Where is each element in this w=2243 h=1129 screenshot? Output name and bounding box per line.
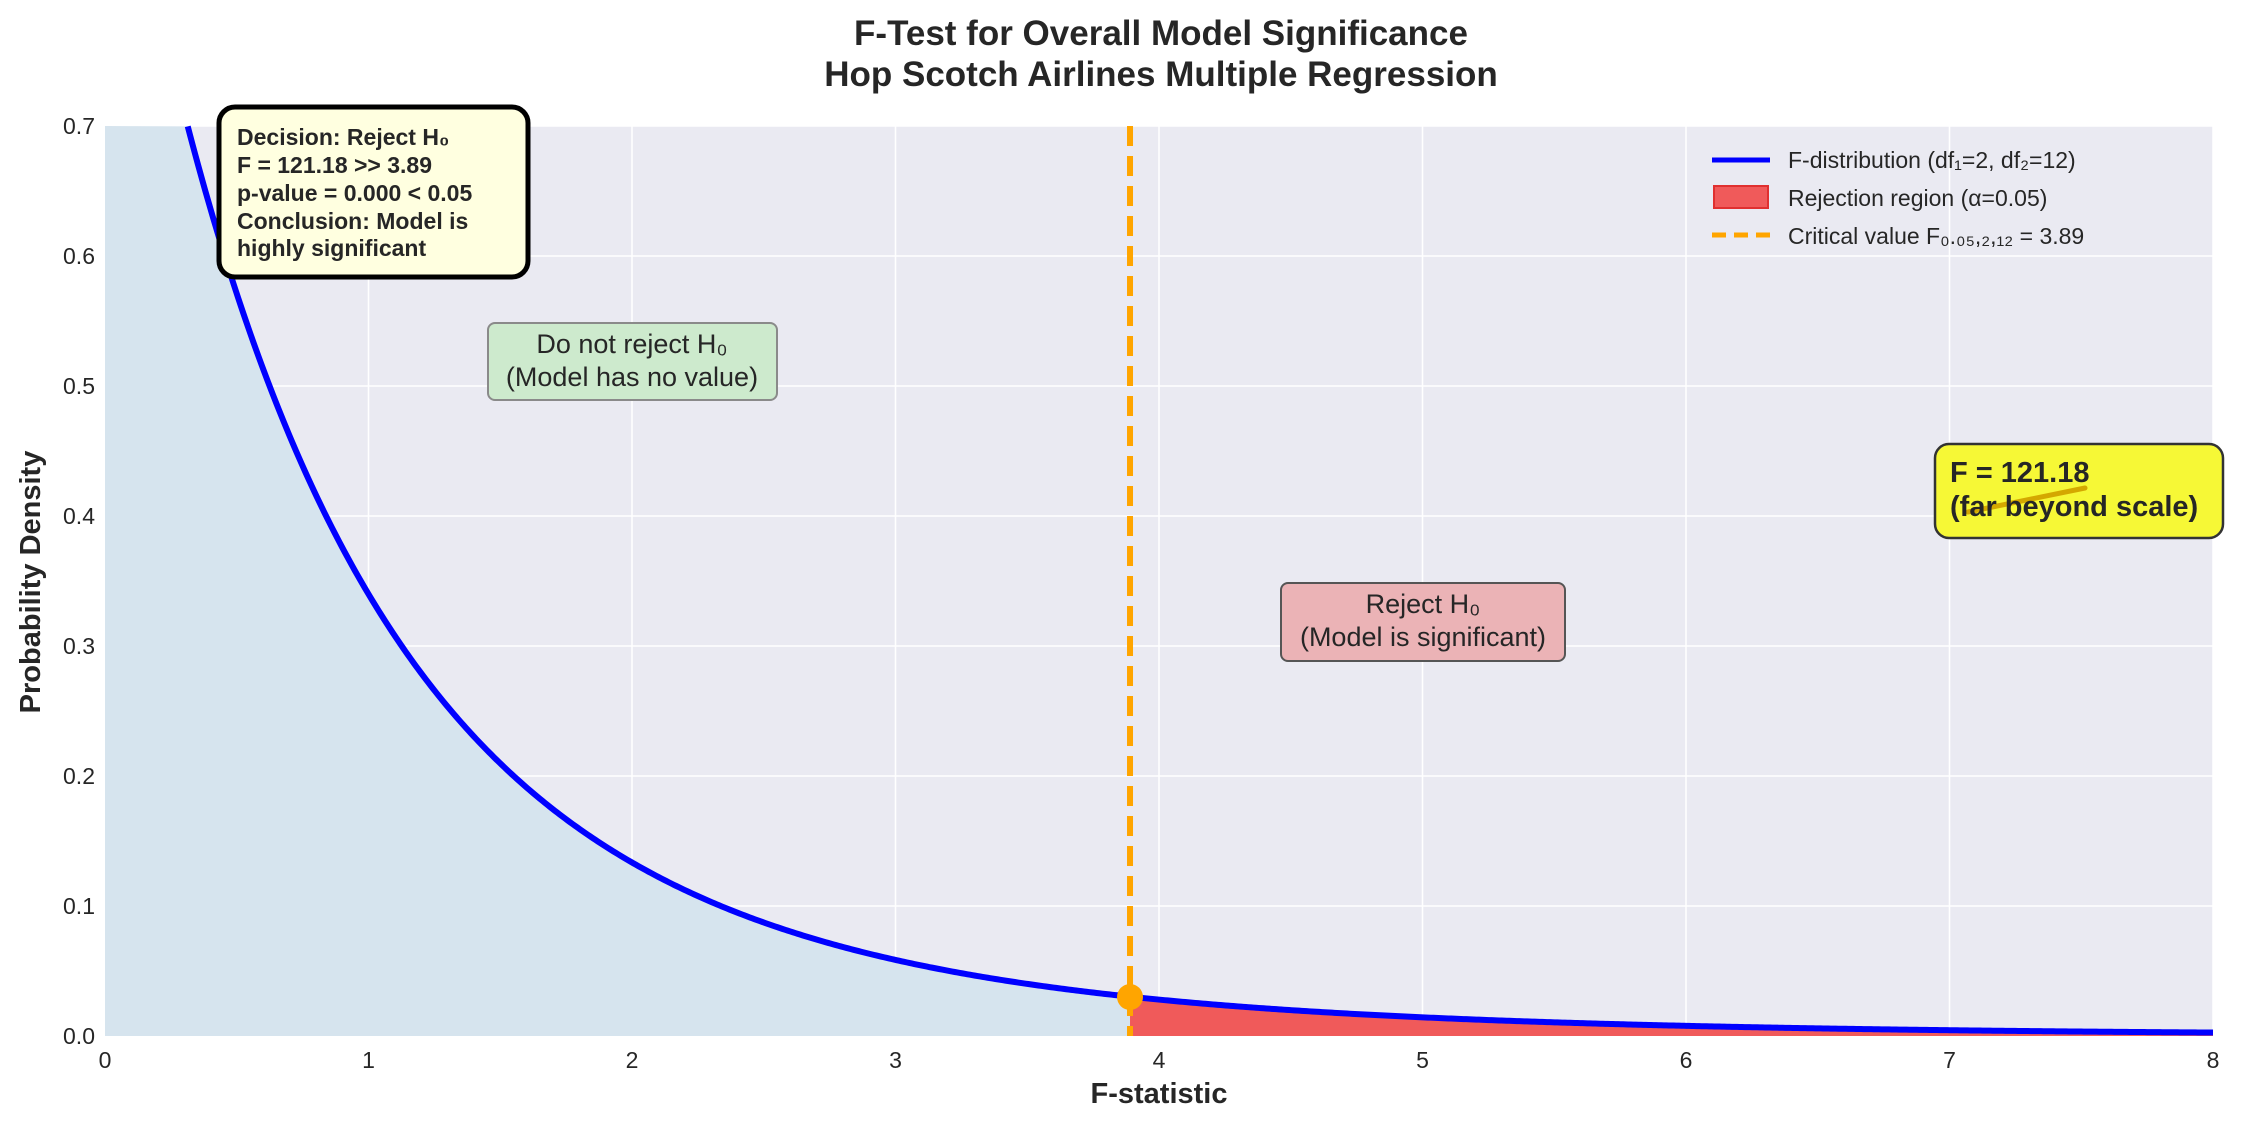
y-axis-ticks: 0.0 0.1 0.2 0.3 0.4 0.5 0.6 0.7: [63, 113, 95, 1049]
x-tick-label: 8: [2207, 1047, 2220, 1073]
reject-line-2: (Model is significant): [1300, 622, 1546, 652]
chart-title-line-2: Hop Scotch Airlines Multiple Regression: [824, 55, 1498, 94]
x-tick-label: 0: [99, 1047, 112, 1073]
critical-value-point: [1117, 984, 1144, 1010]
do-not-reject-line-1: Do not reject H₀: [536, 329, 727, 359]
f-value-annotation: F = 121.18 (far beyond scale): [1933, 442, 2225, 540]
y-axis-label: Probability Density: [15, 451, 47, 714]
x-tick-label: 6: [1680, 1047, 1693, 1073]
do-not-reject-annotation: Do not reject H₀ (Model has no value): [487, 322, 778, 401]
do-not-reject-box: [487, 322, 778, 401]
x-axis-label: F-statistic: [1091, 1078, 1228, 1110]
decision-annotation: Decision: Reject H₀ F = 121.18 >> 3.89 p…: [216, 104, 531, 280]
x-tick-label: 5: [1416, 1047, 1429, 1073]
decision-box: [216, 104, 531, 280]
decision-line-3: p-value = 0.000 < 0.05: [237, 180, 472, 206]
f-distribution-curve: [184, 125, 2214, 1036]
decision-line-2: F = 121.18 >> 3.89: [237, 152, 432, 178]
decision-line-1: Decision: Reject H₀: [237, 124, 449, 150]
y-tick-label: 0.4: [63, 503, 95, 529]
legend-swatch-rejection-region: [1713, 185, 1769, 209]
legend-label-f-distribution: F-distribution (df₁=2, df₂=12): [1788, 147, 2076, 173]
legend-label-rejection-region: Rejection region (α=0.05): [1788, 185, 2047, 211]
legend-label-critical-value: Critical value F₀.₀₅,₂,₁₂ = 3.89: [1788, 223, 2084, 249]
legend: F-distribution (df₁=2, df₂=12) Rejection…: [1712, 147, 2084, 249]
y-tick-label: 0.2: [63, 763, 95, 789]
decision-line-5: highly significant: [237, 235, 426, 261]
chart-title-line-1: F-Test for Overall Model Significance: [854, 14, 1468, 53]
y-tick-label: 0.0: [63, 1023, 95, 1049]
y-tick-label: 0.1: [63, 893, 95, 919]
x-tick-label: 2: [626, 1047, 639, 1073]
x-tick-label: 1: [362, 1047, 375, 1073]
f-value-line-1: F = 121.18: [1950, 457, 2089, 489]
f-value-line-2: (far beyond scale): [1950, 491, 2198, 523]
x-tick-label: 4: [1153, 1047, 1166, 1073]
decision-line-4: Conclusion: Model is: [237, 208, 468, 234]
x-axis-ticks: 0 1 2 3 4 5 6 7 8: [99, 1047, 2220, 1073]
f-value-arrow: [1965, 485, 2088, 515]
x-tick-label: 3: [889, 1047, 902, 1073]
reject-line-1: Reject H₀: [1366, 589, 1481, 619]
do-not-reject-line-2: (Model has no value): [506, 362, 758, 392]
y-tick-label: 0.5: [63, 373, 95, 399]
x-tick-label: 7: [1943, 1047, 1956, 1073]
y-tick-label: 0.3: [63, 633, 95, 659]
rejection-region-fill: [1130, 996, 2213, 1036]
reject-box: [1280, 582, 1566, 662]
y-tick-label: 0.7: [63, 113, 95, 139]
y-tick-label: 0.6: [63, 243, 95, 269]
reject-annotation: Reject H₀ (Model is significant): [1280, 582, 1566, 662]
acceptance-region-fill: [105, 126, 1131, 1036]
